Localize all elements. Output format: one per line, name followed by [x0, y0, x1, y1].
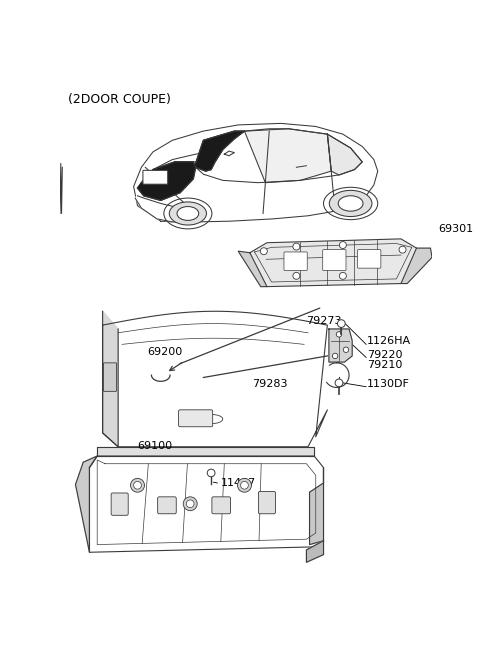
Circle shape	[207, 469, 215, 477]
FancyBboxPatch shape	[212, 497, 230, 514]
Text: 11407: 11407	[221, 478, 256, 488]
Polygon shape	[133, 123, 378, 222]
FancyBboxPatch shape	[157, 497, 176, 514]
Circle shape	[333, 353, 338, 359]
Polygon shape	[135, 195, 196, 222]
Circle shape	[339, 241, 347, 249]
Circle shape	[399, 246, 406, 253]
FancyBboxPatch shape	[358, 250, 381, 268]
FancyBboxPatch shape	[111, 493, 128, 516]
Polygon shape	[89, 456, 324, 552]
FancyBboxPatch shape	[103, 363, 117, 392]
Circle shape	[335, 379, 343, 387]
Ellipse shape	[169, 202, 206, 225]
Circle shape	[183, 497, 197, 510]
Text: 79273: 79273	[306, 316, 342, 326]
Polygon shape	[103, 311, 327, 447]
Polygon shape	[97, 447, 314, 456]
Text: 1126HA: 1126HA	[367, 337, 411, 346]
Ellipse shape	[200, 415, 223, 424]
Circle shape	[336, 332, 342, 337]
FancyBboxPatch shape	[323, 250, 346, 270]
Polygon shape	[238, 251, 267, 287]
FancyBboxPatch shape	[179, 410, 213, 427]
Polygon shape	[196, 131, 244, 171]
Circle shape	[240, 482, 248, 489]
FancyBboxPatch shape	[258, 491, 276, 514]
Polygon shape	[244, 129, 331, 182]
Text: 1130DF: 1130DF	[367, 379, 410, 390]
Circle shape	[133, 482, 142, 489]
Polygon shape	[327, 134, 362, 175]
FancyBboxPatch shape	[143, 171, 168, 184]
Text: 69301: 69301	[438, 224, 473, 234]
Polygon shape	[137, 162, 196, 200]
Circle shape	[293, 243, 300, 250]
Polygon shape	[310, 468, 324, 544]
Text: 69100: 69100	[137, 441, 173, 451]
Ellipse shape	[329, 190, 372, 216]
Circle shape	[131, 478, 144, 492]
Text: 79220: 79220	[367, 350, 402, 360]
Circle shape	[343, 347, 348, 352]
Circle shape	[186, 500, 194, 508]
Circle shape	[337, 319, 345, 327]
Polygon shape	[196, 129, 362, 182]
Text: 79210: 79210	[367, 360, 402, 370]
FancyBboxPatch shape	[284, 252, 307, 270]
Text: (2DOOR COUPE): (2DOOR COUPE)	[68, 92, 170, 106]
Polygon shape	[329, 329, 352, 362]
Polygon shape	[401, 248, 432, 283]
Circle shape	[238, 478, 252, 492]
Polygon shape	[103, 311, 118, 447]
Text: 79283: 79283	[252, 379, 288, 389]
Text: 69200: 69200	[147, 346, 182, 357]
Polygon shape	[306, 541, 324, 562]
Polygon shape	[250, 239, 417, 287]
Ellipse shape	[338, 195, 363, 211]
Circle shape	[339, 272, 347, 279]
Polygon shape	[75, 456, 97, 552]
Circle shape	[260, 248, 267, 255]
Circle shape	[293, 272, 300, 279]
Ellipse shape	[177, 207, 199, 220]
